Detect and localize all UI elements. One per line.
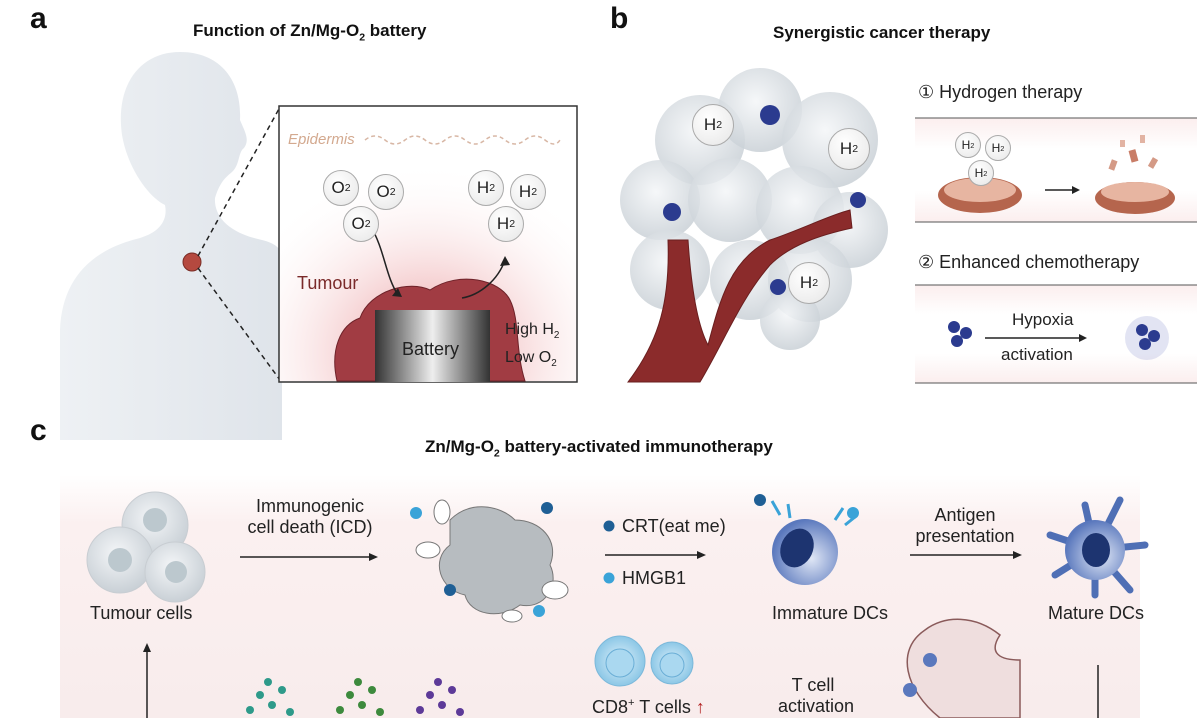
lymph-node-illustration: [903, 618, 1021, 718]
tumour-label: Tumour: [297, 273, 359, 293]
activated-drug-molecule: [1125, 316, 1169, 360]
panel-c-letter: c: [30, 414, 47, 447]
hydrogen-therapy-heading: ① Hydrogen therapy: [918, 82, 1083, 102]
tumour-dot: [182, 252, 202, 272]
increase-arrow-icon: ↑: [695, 697, 705, 717]
human-silhouette: [60, 52, 282, 440]
battery-label: Battery: [402, 339, 460, 359]
cd8-t-cells-illustration: [594, 635, 694, 687]
mature-dcs-label: Mature DCs: [1048, 603, 1145, 623]
hypoxia-label: Hypoxia: [1012, 310, 1074, 329]
panel-a-title: Function of Zn/Mg-O2 battery: [193, 21, 427, 44]
prodrug-molecule: [948, 321, 972, 347]
panel-b-title: Synergistic cancer therapy: [773, 23, 991, 42]
icd-label: Immunogenic cell death (ICD): [247, 496, 373, 537]
immature-dcs-label: Immature DCs: [772, 603, 889, 623]
panel-c-title: Zn/Mg-O2 battery-activated immunotherapy: [425, 437, 773, 460]
low-o2-label: Low O2: [505, 349, 557, 370]
dying-cell-illustration: [410, 499, 569, 623]
high-h2-label: High H2: [505, 321, 560, 342]
antigen-presentation-label: Antigen presentation: [915, 505, 1015, 546]
drug-particle-clusters: [246, 678, 464, 716]
t-cell-activation-label: T cell activation: [778, 675, 855, 716]
panel-a-letter: a: [30, 2, 47, 35]
mature-dc-illustration: [1046, 496, 1149, 599]
tumour-cells-illustration: [86, 491, 206, 603]
crt-legend-dot: [603, 520, 615, 532]
chemotherapy-heading: ② Enhanced chemotherapy: [918, 252, 1140, 272]
panel-b-letter: b: [610, 2, 629, 35]
epidermis-label: Epidermis: [288, 131, 355, 148]
cd8-t-cells-label: CD8+ T cells ↑: [592, 697, 705, 717]
blood-vessel: [626, 209, 853, 383]
hmgb1-legend-dot: [603, 572, 615, 584]
immature-dc-illustration: [754, 494, 859, 585]
tumour-cells-label: Tumour cells: [90, 603, 193, 623]
activation-label: activation: [1001, 345, 1073, 364]
crt-label: CRT(eat me): [622, 516, 726, 536]
battery-shape: [375, 310, 490, 382]
tumour-cell-cluster: [620, 68, 888, 350]
hmgb1-label: HMGB1: [622, 568, 687, 588]
mitochondrion-damaged: [1095, 135, 1175, 214]
